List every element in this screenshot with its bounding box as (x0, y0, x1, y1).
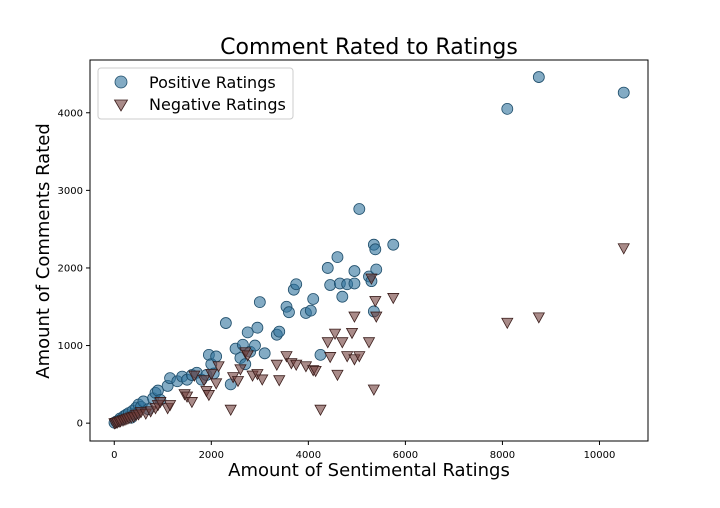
negative-rating-point (328, 328, 342, 340)
x-tick-label: 10000 (584, 450, 616, 461)
negative-rating-point (362, 337, 376, 349)
negative-rating-point (314, 404, 327, 417)
negative-rating-point (188, 370, 201, 382)
positive-rating-point (532, 71, 545, 83)
negative-rating-point (617, 243, 630, 255)
negative-rating-point (209, 378, 223, 390)
positive-rating-point (249, 339, 261, 352)
positive-rating-point (314, 348, 327, 361)
y-tick-label: 0 (77, 419, 83, 430)
points-layer (108, 71, 630, 430)
positive-rating-point (353, 203, 366, 215)
negative-rating-point (369, 296, 382, 308)
negative-rating-point (353, 351, 366, 363)
negative-rating-point (256, 374, 269, 386)
negative-rating-point (180, 391, 194, 403)
negative-rating-point (365, 273, 378, 285)
negative-rating-point (321, 337, 334, 349)
x-tick-label: 6000 (393, 450, 418, 461)
chart-title: Comment Rated to Ratings (220, 35, 518, 60)
legend-negative-label: Negative Ratings (149, 95, 286, 114)
negative-rating-point (154, 397, 167, 409)
y-axis-label: Amount of Comments Rated (33, 123, 54, 379)
positive-rating-point (304, 304, 317, 317)
positive-rating-point (348, 277, 361, 290)
y-tick-label: 1000 (58, 341, 83, 352)
y-tick-label: 2000 (58, 263, 83, 274)
negative-rating-point (202, 390, 216, 402)
negative-rating-point (197, 375, 211, 387)
positive-rating-point (617, 86, 630, 99)
positive-rating-point (369, 243, 382, 256)
negative-rating-point (309, 365, 322, 378)
negative-rating-point (367, 384, 381, 396)
positive-rating-point (387, 238, 400, 251)
y-axis: 0 1000 2000 3000 4000 (58, 108, 90, 430)
x-tick-label: 0 (111, 450, 117, 461)
legend: Positive Ratings Negative Ratings (97, 67, 294, 120)
legend-negative-marker (113, 99, 129, 112)
negative-rating-point (348, 311, 361, 323)
positive-rating-point (331, 251, 344, 263)
negative-rating-point (224, 404, 237, 417)
negative-rating-point (290, 359, 303, 372)
positive-rating-point (336, 290, 349, 303)
negative-rating-point (331, 369, 344, 382)
negative-rating-point (234, 364, 247, 376)
positive-rating-point (348, 265, 361, 277)
negative-rating-point (205, 369, 218, 381)
positive-rating-point (258, 347, 271, 360)
positive-rating-point (307, 293, 320, 305)
negative-rating-point (324, 352, 337, 364)
x-tick-label: 8000 (490, 450, 515, 461)
positive-rating-point (241, 326, 254, 339)
negative-rating-point (231, 376, 245, 388)
negative-rating-point (185, 397, 199, 409)
negative-rating-point (270, 359, 283, 372)
x-tick-label: 4000 (296, 450, 321, 461)
positive-rating-point (501, 102, 514, 115)
negative-rating-point (370, 311, 383, 323)
negative-rating-point (336, 337, 349, 349)
positive-rating-point (210, 350, 223, 363)
positive-rating-point (370, 263, 383, 276)
negative-rating-point (273, 375, 286, 387)
plot-frame (89, 59, 649, 442)
negative-rating-point (501, 317, 514, 330)
y-tick-label: 4000 (58, 108, 83, 119)
positive-rating-point (324, 279, 337, 291)
positive-rating-point (273, 325, 286, 338)
x-axis-label: Amount of Sentimental Ratings (228, 460, 510, 481)
negative-rating-point (345, 327, 359, 340)
positive-rating-point (290, 278, 303, 291)
positive-rating-point (283, 306, 295, 319)
negative-rating-point (163, 400, 177, 412)
negative-rating-point (532, 312, 546, 324)
negative-rating-point (387, 293, 400, 305)
x-axis: 0 2000 4000 6000 8000 10000 (111, 441, 615, 461)
negative-rating-point (241, 350, 254, 362)
positive-rating-point (253, 296, 266, 309)
negative-rating-point (251, 369, 264, 381)
positive-rating-point (219, 317, 232, 329)
legend-box (97, 67, 294, 120)
x-tick-label: 2000 (199, 450, 224, 461)
legend-positive-marker (114, 75, 128, 89)
negative-rating-point (280, 351, 293, 363)
y-tick-label: 3000 (58, 186, 83, 197)
positive-rating-point (251, 321, 264, 334)
negative-rating-point (212, 361, 225, 373)
positive-rating-point (321, 262, 334, 274)
legend-positive-label: Positive Ratings (149, 73, 276, 92)
